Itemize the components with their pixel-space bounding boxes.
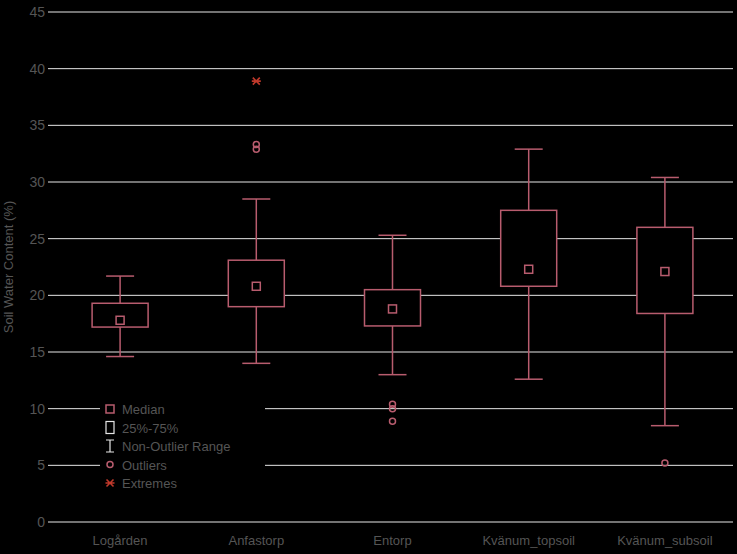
category-label: Entorp xyxy=(373,533,411,548)
whisker-cap xyxy=(242,198,270,200)
category-label: Kvänum_subsoil xyxy=(617,533,712,548)
grid-line xyxy=(52,182,733,183)
whisker-cap xyxy=(106,356,134,358)
extreme xyxy=(252,78,261,85)
legend-symbol xyxy=(106,405,114,413)
legend-label: Extremes xyxy=(122,476,177,491)
box xyxy=(92,303,148,327)
median xyxy=(525,265,533,273)
tick-mark xyxy=(48,465,52,466)
whisker xyxy=(119,276,121,303)
legend-label: 25%-75% xyxy=(122,421,179,436)
legend-symbol xyxy=(106,440,114,452)
median xyxy=(252,282,260,290)
legend-label: Median xyxy=(122,402,165,417)
whisker xyxy=(528,149,530,210)
legend-background xyxy=(100,398,265,494)
tick-label: 15 xyxy=(29,344,45,360)
background xyxy=(0,0,737,554)
whisker xyxy=(528,286,530,379)
tick-mark xyxy=(48,408,52,409)
whisker-cap xyxy=(379,235,407,237)
tick-label: 0 xyxy=(37,514,45,530)
whisker xyxy=(664,313,666,425)
outlier xyxy=(390,418,396,424)
whisker-cap xyxy=(379,374,407,376)
tick-mark xyxy=(48,352,52,353)
legend-symbol xyxy=(106,480,115,487)
tick-label: 25 xyxy=(29,231,45,247)
legend-symbol xyxy=(107,462,113,468)
median xyxy=(661,268,669,276)
tick-label: 35 xyxy=(29,117,45,133)
box xyxy=(501,210,557,286)
tick-label: 45 xyxy=(29,4,45,20)
whisker-cap xyxy=(651,425,679,427)
tick-label: 5 xyxy=(37,457,45,473)
tick-label: 40 xyxy=(29,61,45,77)
outlier xyxy=(390,406,396,412)
tick-mark xyxy=(48,125,52,126)
tick-mark xyxy=(48,522,52,523)
legend-label: Non-Outlier Range xyxy=(122,439,230,454)
tick-label: 30 xyxy=(29,174,45,190)
category-label: Logården xyxy=(93,533,148,548)
legend-symbol xyxy=(106,422,114,434)
whisker-cap xyxy=(242,363,270,365)
tick-mark xyxy=(48,182,52,183)
whisker-cap xyxy=(515,148,543,150)
whisker-cap xyxy=(515,378,543,380)
y-axis-label: Soil Water Content (%) xyxy=(1,201,16,333)
tick-mark xyxy=(48,68,52,69)
tick-mark xyxy=(48,238,52,239)
box xyxy=(637,227,693,313)
outlier xyxy=(253,146,259,152)
grid-line xyxy=(52,522,733,523)
whisker xyxy=(256,307,258,364)
whisker xyxy=(392,326,394,375)
category-label: Anfastorp xyxy=(228,533,284,548)
whisker xyxy=(119,327,121,356)
grid-line xyxy=(52,68,733,69)
tick-label: 20 xyxy=(29,287,45,303)
tick-mark xyxy=(48,295,52,296)
median xyxy=(116,316,124,324)
tick-label: 10 xyxy=(29,401,45,417)
chart: 0 5 10 15 20 25 30 35 40 45 Soil Water Content (%)… xyxy=(0,0,737,554)
box xyxy=(228,260,284,306)
category-label: Kvänum_topsoil xyxy=(482,533,575,548)
median xyxy=(389,305,397,313)
whisker xyxy=(664,177,666,227)
whisker-cap xyxy=(106,275,134,277)
grid-line xyxy=(52,125,733,126)
tick-mark xyxy=(48,12,52,13)
whisker-cap xyxy=(651,177,679,179)
box xyxy=(365,290,421,326)
whisker xyxy=(256,199,258,260)
outlier xyxy=(662,460,668,466)
legend-label: Outliers xyxy=(122,458,167,473)
grid-line xyxy=(52,12,733,13)
whisker xyxy=(392,235,394,289)
